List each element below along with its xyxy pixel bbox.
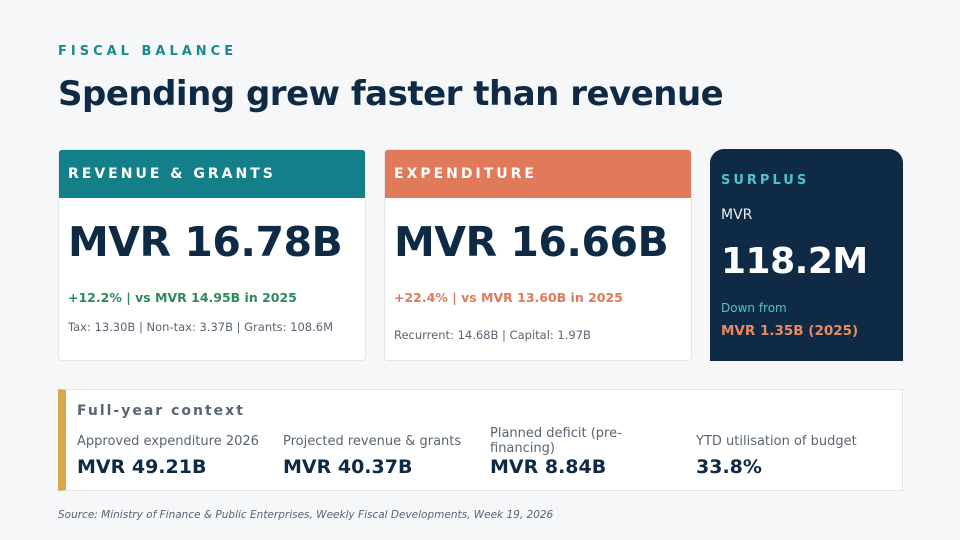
metric-value: MVR 8.84B [490,456,607,478]
metric-label: YTD utilisation of budget [696,434,857,449]
metric-label: Planned deficit (pre-financing) [490,426,622,456]
revenue-card-heading: REVENUE & GRANTS [59,150,365,198]
page-title: Spending grew faster than revenue [58,74,724,114]
full-year-context-panel: Full-year context Approved expenditure 2… [58,389,903,491]
expenditure-card: EXPENDITURE MVR 16.66B +22.4% | vs MVR 1… [384,149,692,361]
revenue-value: MVR 16.78B [68,218,343,266]
surplus-value: 118.2M [721,241,868,282]
expenditure-change: +22.4% | vs MVR 13.60B in 2025 [394,290,623,305]
context-heading: Full-year context [77,403,245,419]
revenue-breakdown: Tax: 13.30B | Non-tax: 3.37B | Grants: 1… [68,320,333,334]
surplus-unit: MVR [721,207,753,223]
source-note: Source: Ministry of Finance & Public Ent… [58,509,554,521]
metric-label: Approved expenditure 2026 [77,434,259,449]
expenditure-breakdown: Recurrent: 14.68B | Capital: 1.97B [394,328,591,342]
metric-label: Projected revenue & grants [283,434,462,449]
metric-value: MVR 49.21B [77,456,207,478]
expenditure-value: MVR 16.66B [394,218,669,266]
revenue-card: REVENUE & GRANTS MVR 16.78B +12.2% | vs … [58,149,366,361]
surplus-card-heading: SURPLUS [721,173,810,188]
expenditure-card-heading: EXPENDITURE [385,150,691,198]
surplus-card: SURPLUS MVR 118.2M Down from MVR 1.35B (… [710,149,903,361]
section-eyebrow: FISCAL BALANCE [58,44,238,59]
metric-value: 33.8% [696,456,762,478]
surplus-down-label: Down from [721,301,787,315]
metric-value: MVR 40.37B [283,456,413,478]
revenue-change: +12.2% | vs MVR 14.95B in 2025 [68,290,297,305]
surplus-previous-value: MVR 1.35B (2025) [721,323,859,339]
